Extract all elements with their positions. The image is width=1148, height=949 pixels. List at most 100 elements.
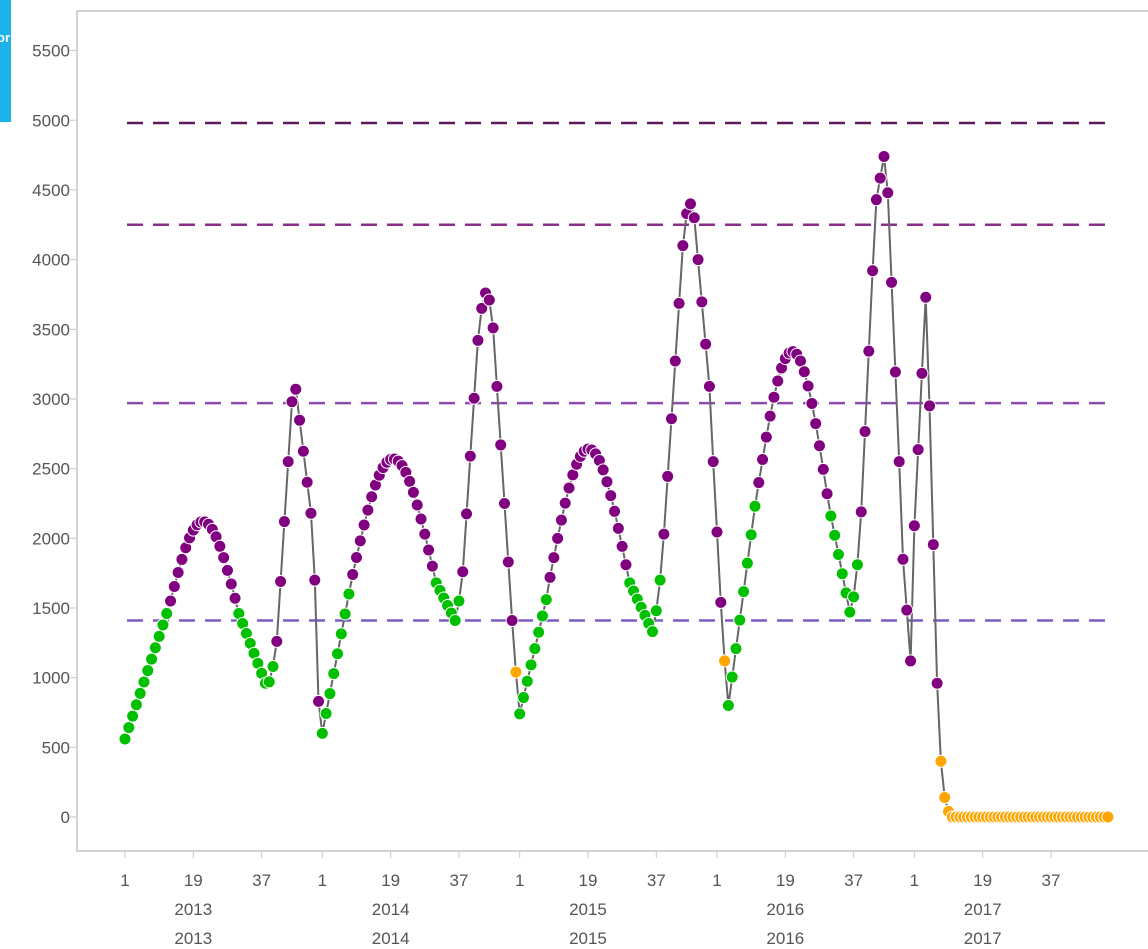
data-point[interactable]: [448, 614, 462, 628]
data-point[interactable]: [668, 354, 682, 368]
data-point[interactable]: [850, 558, 864, 572]
data-point[interactable]: [551, 531, 565, 545]
data-point[interactable]: [543, 570, 557, 584]
data-point[interactable]: [213, 539, 227, 553]
side-tab[interactable]: or: [0, 0, 11, 122]
data-point[interactable]: [300, 475, 314, 489]
data-point[interactable]: [869, 193, 883, 207]
data-point[interactable]: [562, 481, 576, 495]
data-point[interactable]: [133, 686, 147, 700]
data-point[interactable]: [277, 515, 291, 529]
data-point[interactable]: [653, 573, 667, 587]
data-point[interactable]: [501, 555, 515, 569]
data-point[interactable]: [129, 698, 143, 712]
data-point[interactable]: [160, 607, 174, 621]
data-point[interactable]: [167, 580, 181, 594]
data-point[interactable]: [516, 691, 530, 705]
data-point[interactable]: [649, 604, 663, 618]
data-point[interactable]: [220, 563, 234, 577]
data-point[interactable]: [403, 474, 417, 488]
data-point[interactable]: [554, 513, 568, 527]
data-point[interactable]: [604, 489, 618, 503]
data-point[interactable]: [425, 559, 439, 573]
data-point[interactable]: [911, 443, 925, 457]
data-point[interactable]: [759, 430, 773, 444]
data-point[interactable]: [319, 706, 333, 720]
data-point[interactable]: [148, 641, 162, 655]
data-point[interactable]: [809, 417, 823, 431]
data-point[interactable]: [274, 574, 288, 588]
data-point[interactable]: [900, 603, 914, 617]
data-point[interactable]: [919, 290, 933, 304]
data-point[interactable]: [820, 487, 834, 501]
data-point[interactable]: [312, 694, 326, 708]
data-point[interactable]: [357, 518, 371, 532]
data-point[interactable]: [558, 496, 572, 510]
data-point[interactable]: [801, 379, 815, 393]
data-point[interactable]: [422, 543, 436, 557]
data-point[interactable]: [228, 591, 242, 605]
data-point[interactable]: [331, 647, 345, 661]
data-point[interactable]: [524, 658, 538, 672]
data-point[interactable]: [539, 593, 553, 607]
data-point[interactable]: [145, 652, 159, 666]
data-point[interactable]: [733, 613, 747, 627]
data-point[interactable]: [296, 444, 310, 458]
data-point[interactable]: [843, 605, 857, 619]
data-point[interactable]: [725, 670, 739, 684]
data-point[interactable]: [657, 527, 671, 541]
data-point[interactable]: [285, 395, 299, 409]
data-point[interactable]: [608, 504, 622, 518]
data-point[interactable]: [729, 642, 743, 656]
data-point[interactable]: [475, 301, 489, 315]
data-point[interactable]: [152, 629, 166, 643]
data-point[interactable]: [892, 455, 906, 469]
data-point[interactable]: [923, 399, 937, 413]
data-point[interactable]: [718, 654, 732, 668]
data-point[interactable]: [406, 485, 420, 499]
data-point[interactable]: [122, 721, 136, 735]
data-point[interactable]: [528, 642, 542, 656]
data-point[interactable]: [520, 674, 534, 688]
data-point[interactable]: [361, 503, 375, 517]
data-point[interactable]: [224, 577, 238, 591]
data-point[interactable]: [676, 239, 690, 253]
data-point[interactable]: [824, 509, 838, 523]
data-point[interactable]: [505, 614, 519, 628]
data-point[interactable]: [266, 660, 280, 674]
data-point[interactable]: [414, 512, 428, 526]
data-point[interactable]: [714, 595, 728, 609]
data-point[interactable]: [664, 412, 678, 426]
data-point[interactable]: [907, 519, 921, 533]
data-point[interactable]: [756, 452, 770, 466]
data-point[interactable]: [349, 551, 363, 565]
data-point[interactable]: [934, 754, 948, 768]
data-point[interactable]: [695, 295, 709, 309]
data-point[interactable]: [721, 699, 735, 713]
data-point[interactable]: [816, 462, 830, 476]
data-point[interactable]: [812, 439, 826, 453]
data-point[interactable]: [118, 732, 132, 746]
data-point[interactable]: [744, 528, 758, 542]
data-point[interactable]: [334, 627, 348, 641]
data-point[interactable]: [740, 556, 754, 570]
data-point[interactable]: [137, 675, 151, 689]
data-point[interactable]: [619, 558, 633, 572]
data-point[interactable]: [646, 625, 660, 639]
data-point[interactable]: [706, 455, 720, 469]
data-point[interactable]: [828, 528, 842, 542]
data-point[interactable]: [687, 211, 701, 225]
data-point[interactable]: [763, 409, 777, 423]
data-point[interactable]: [600, 475, 614, 489]
data-point[interactable]: [888, 365, 902, 379]
data-point[interactable]: [767, 390, 781, 404]
data-point[interactable]: [141, 664, 155, 678]
data-point[interactable]: [535, 609, 549, 623]
data-point[interactable]: [410, 498, 424, 512]
data-point[interactable]: [672, 296, 686, 310]
data-point[interactable]: [862, 344, 876, 358]
data-point[interactable]: [482, 293, 496, 307]
data-point[interactable]: [752, 476, 766, 490]
data-point[interactable]: [847, 590, 861, 604]
data-point[interactable]: [1101, 810, 1115, 824]
